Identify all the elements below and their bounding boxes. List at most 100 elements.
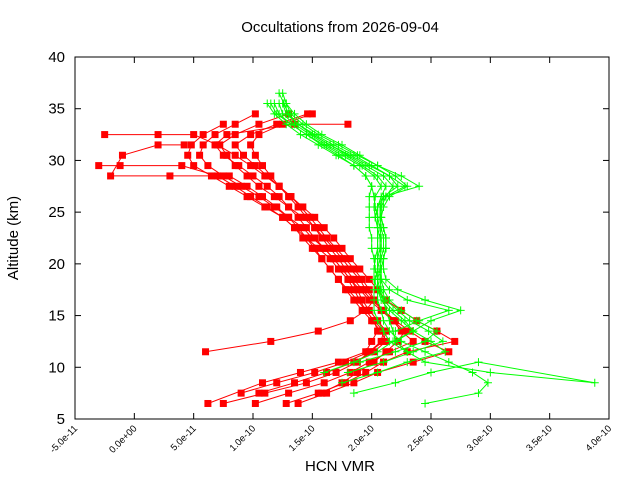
series-2-profile-6-point-23: [282, 120, 291, 129]
series-2-profile-6-point-19: [349, 161, 358, 170]
series-2-profile-2-point-5: [590, 378, 599, 387]
series-2-profile-7-point-1: [355, 358, 364, 367]
series-2-profile-8-point-2: [415, 316, 424, 325]
series-1-profile-1-point-27: [219, 120, 227, 128]
series-2-profile-9-point-25: [275, 89, 284, 98]
series-2-profile-1-line: [273, 103, 489, 404]
series-2-profile-9-point-16: [400, 182, 409, 191]
series-1-profile-3-point-21: [270, 193, 278, 201]
series-2-profile-1-point-2: [474, 389, 483, 398]
series-1-profile-3-point-28: [255, 120, 263, 128]
series-2-profile-2-point-12: [370, 306, 379, 315]
series-1-profile-7-point-18: [261, 172, 269, 180]
series-1-profile-9-point-16: [302, 234, 310, 242]
series-1-profile-6-line: [214, 123, 406, 394]
series-1-profile-9-point-2: [273, 379, 281, 387]
series-1-profile-9-point-11: [344, 286, 352, 294]
series-1-profile-3-point-19: [299, 213, 307, 221]
series-2-profile-6-point-11: [367, 244, 376, 253]
series-1-profile-7-point-21: [213, 141, 221, 149]
series-2-profile-2-point-10: [379, 327, 388, 336]
series-2-profile-6-point-18: [361, 171, 370, 180]
series-1-profile-1-point-25: [187, 141, 195, 149]
y-tick-label: 15: [48, 308, 65, 325]
series-1-profile-9-point-4: [342, 358, 350, 366]
series-1-profile-3-point-14: [346, 265, 354, 273]
series-2-profile-6-point-20: [332, 151, 341, 160]
series-1-profile-7-point-24: [101, 131, 109, 139]
series-2-profile-6-point-13: [365, 223, 374, 232]
series-2-profile-9-point-11: [381, 234, 390, 242]
series-1-profile-5-point-25: [251, 151, 259, 159]
series-1-profile-6-point-1: [318, 389, 326, 397]
series-1-profile-7-point-10: [342, 255, 350, 263]
series-1-profile-3-point-15: [338, 255, 346, 263]
series-1-profile-7-point-23: [154, 131, 162, 139]
series-1-profile-1-point-24: [184, 151, 192, 159]
series-2-profile-2-point-11: [373, 316, 382, 325]
series-1-profile-4-point-24: [251, 162, 259, 170]
series-2-profile-9-point-15: [381, 192, 390, 201]
series-1-profile-9-point-13: [326, 265, 334, 273]
series-1-profile-7-point-15: [296, 203, 304, 211]
series-2-profile-8-point-15: [415, 182, 424, 191]
series-1-profile-9-point-27: [180, 141, 188, 149]
series-1-profile-6-point-14: [330, 255, 338, 263]
series-2-profile-9-point-14: [377, 202, 386, 211]
series-2-profile-6-point-15: [365, 202, 374, 211]
series-1-profile-2-point-29: [251, 110, 259, 118]
series-2-profile-6-point-5: [381, 306, 390, 315]
series-2-profile-9-point-24: [279, 99, 288, 108]
series-2-profile-8-point-21: [302, 120, 311, 129]
series-1-profile-5-point-18: [311, 224, 319, 232]
series-1-profile-9-point-20: [258, 193, 266, 201]
series-1-profile-7-point-20: [231, 151, 239, 159]
series-1-profile-5-point-2: [323, 389, 331, 397]
series-1-profile-3-point-22: [255, 182, 263, 190]
series-2-profile-1-point-6: [421, 347, 430, 356]
series-1-profile-2-point-10: [365, 306, 373, 314]
series-1-profile-5-point-24: [258, 162, 266, 170]
series-2-profile-2-point-2: [391, 378, 400, 387]
series-2-profile-8-point-5: [385, 285, 394, 294]
series-2-profile-4-point-19: [377, 182, 386, 191]
series-1-profile-3-point-27: [231, 131, 239, 139]
series-1-profile-2-point-11: [358, 296, 366, 304]
series-2-profile-3-point-4: [441, 347, 450, 356]
series-1-profile-3-point-23: [243, 172, 251, 180]
series-1-profile-8-point-17: [291, 224, 299, 232]
series-2-profile-2-point-6: [486, 368, 495, 377]
series-1-profile-2-point-27: [211, 131, 219, 139]
series-2-profile-9-point-23: [284, 109, 293, 118]
x-tick-label: 3.5e-10: [524, 423, 555, 454]
series-1-profile-8-point-16: [299, 234, 307, 242]
series-2-profile-4-point-20: [370, 171, 379, 180]
series-2-profile-2-point-4: [474, 358, 483, 367]
x-tick-label: 5.0e-11: [169, 423, 199, 453]
x-tick-label: 1.5e-10: [287, 423, 318, 454]
series-1-profile-7-point-1: [202, 348, 210, 356]
series-2-profile-9-point-10: [381, 244, 390, 253]
series-1-profile-8-point-2: [291, 379, 299, 387]
series-1-profile-1-point-14: [326, 255, 334, 263]
x-tick-label: 0.0e+00: [107, 423, 139, 455]
series-1-profile-1-point-6: [368, 337, 376, 345]
series-1-profile-8-point-24: [116, 162, 124, 170]
x-tick-label: -5.0e-11: [48, 423, 80, 455]
y-tick-label: 40: [48, 49, 65, 66]
series-1-profile-6-point-18: [294, 213, 302, 221]
series-2-profile-9-point-6: [393, 285, 402, 294]
series-1-profile-1-point-5: [362, 348, 370, 356]
series-1-profile-8-point-20: [247, 193, 255, 201]
series-1-profile-9-point-17: [294, 224, 302, 232]
series-1-profile-3-point-12: [362, 286, 370, 294]
series-2-profile-2-point-13: [370, 296, 379, 305]
plot-area: [95, 89, 599, 408]
series-2-profile-5-point-1: [343, 368, 352, 377]
series-1-profile-7-point-19: [247, 162, 255, 170]
series-1-profile-6-point-7: [401, 327, 409, 335]
series-2-profile-1-point-3: [483, 378, 492, 387]
series-1-profile-8-point-1: [255, 389, 263, 397]
series-1-profile-5-point-26: [247, 141, 255, 149]
series-2-profile-8-line: [282, 93, 451, 332]
